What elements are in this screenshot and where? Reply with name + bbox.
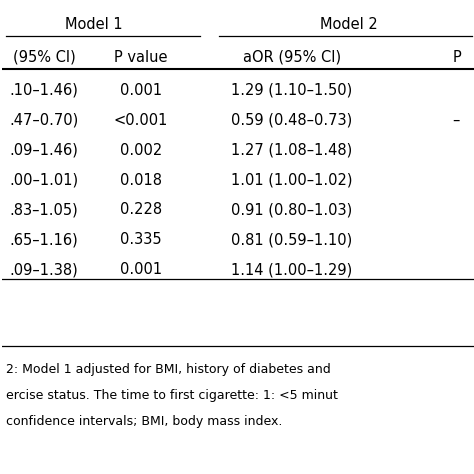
- Text: 0.002: 0.002: [120, 143, 162, 158]
- Text: .00–1.01): .00–1.01): [9, 173, 79, 188]
- Text: .47–0.70): .47–0.70): [9, 113, 79, 128]
- Text: confidence intervals; BMI, body mass index.: confidence intervals; BMI, body mass ind…: [6, 415, 283, 428]
- Text: 0.59 (0.48–0.73): 0.59 (0.48–0.73): [231, 113, 353, 128]
- Text: .83–1.05): .83–1.05): [9, 202, 79, 218]
- Text: 0.81 (0.59–1.10): 0.81 (0.59–1.10): [231, 232, 353, 247]
- Text: ercise status. The time to first cigarette: 1: <5 minut: ercise status. The time to first cigaret…: [6, 389, 338, 401]
- Text: P value: P value: [114, 50, 168, 65]
- Text: 0.335: 0.335: [120, 232, 162, 247]
- Text: .09–1.38): .09–1.38): [9, 262, 79, 277]
- Text: .65–1.16): .65–1.16): [9, 232, 79, 247]
- Text: 1.27 (1.08–1.48): 1.27 (1.08–1.48): [231, 143, 353, 158]
- Text: 0.91 (0.80–1.03): 0.91 (0.80–1.03): [231, 202, 353, 218]
- Text: 1.01 (1.00–1.02): 1.01 (1.00–1.02): [231, 173, 353, 188]
- Text: Model 1: Model 1: [65, 17, 122, 32]
- Text: aOR (95% CI): aOR (95% CI): [243, 50, 341, 65]
- Text: 0.001: 0.001: [120, 262, 162, 277]
- Text: P: P: [453, 50, 462, 65]
- Text: 1.14 (1.00–1.29): 1.14 (1.00–1.29): [231, 262, 353, 277]
- Text: Model 2: Model 2: [320, 17, 378, 32]
- Text: 1.29 (1.10–1.50): 1.29 (1.10–1.50): [231, 83, 353, 98]
- Text: (95% CI): (95% CI): [13, 50, 75, 65]
- Text: 0.001: 0.001: [120, 83, 162, 98]
- Text: 2: Model 1 adjusted for BMI, history of diabetes and: 2: Model 1 adjusted for BMI, history of …: [6, 363, 331, 375]
- Text: .10–1.46): .10–1.46): [9, 83, 79, 98]
- Text: <0.001: <0.001: [114, 113, 168, 128]
- Text: –: –: [453, 113, 460, 128]
- Text: 0.228: 0.228: [120, 202, 162, 218]
- Text: .09–1.46): .09–1.46): [9, 143, 79, 158]
- Text: 0.018: 0.018: [120, 173, 162, 188]
